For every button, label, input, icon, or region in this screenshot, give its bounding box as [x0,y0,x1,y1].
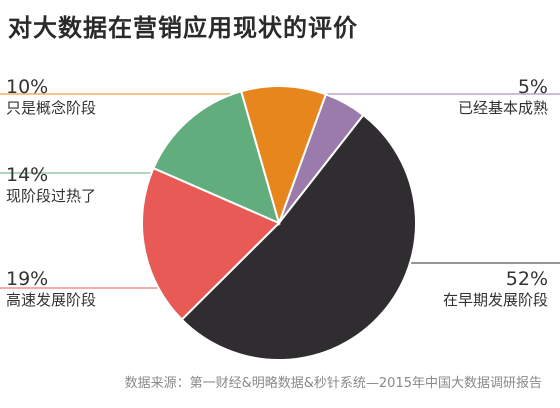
label-early-name: 在早期发展阶段 [442,291,548,309]
label-overheated-value: 14% [6,164,49,186]
label-mature-value: 5% [517,76,548,98]
label-overheated: 14% 现阶段过热了 [6,164,96,206]
label-rapid: 19% 高速发展阶段 [6,268,96,310]
pie-slice-1 [180,113,417,361]
pie-slice-3 [152,90,281,225]
label-mature-name: 已经基本成熟 [457,99,548,117]
label-mature: 5% 已经基本成熟 [458,76,548,118]
label-rapid-value: 19% [6,268,49,290]
label-overheated-name: 现阶段过热了 [6,187,97,205]
pie-slice-4 [240,85,328,227]
label-early: 52% 在早期发展阶段 [443,268,548,310]
chart-title: 对大数据在营销应用现状的评价 [8,14,358,42]
source-note: 数据来源：第一财经&明略数据&秒针系统—2015年中国大数据调研报告 [124,376,542,391]
label-rapid-name: 高速发展阶段 [6,291,97,309]
label-concept-name: 只是概念阶段 [6,99,97,117]
label-early-value: 52% [505,268,548,290]
label-concept-value: 10% [6,76,49,98]
pie-slice-2 [141,166,281,321]
label-concept: 10% 只是概念阶段 [6,76,96,118]
